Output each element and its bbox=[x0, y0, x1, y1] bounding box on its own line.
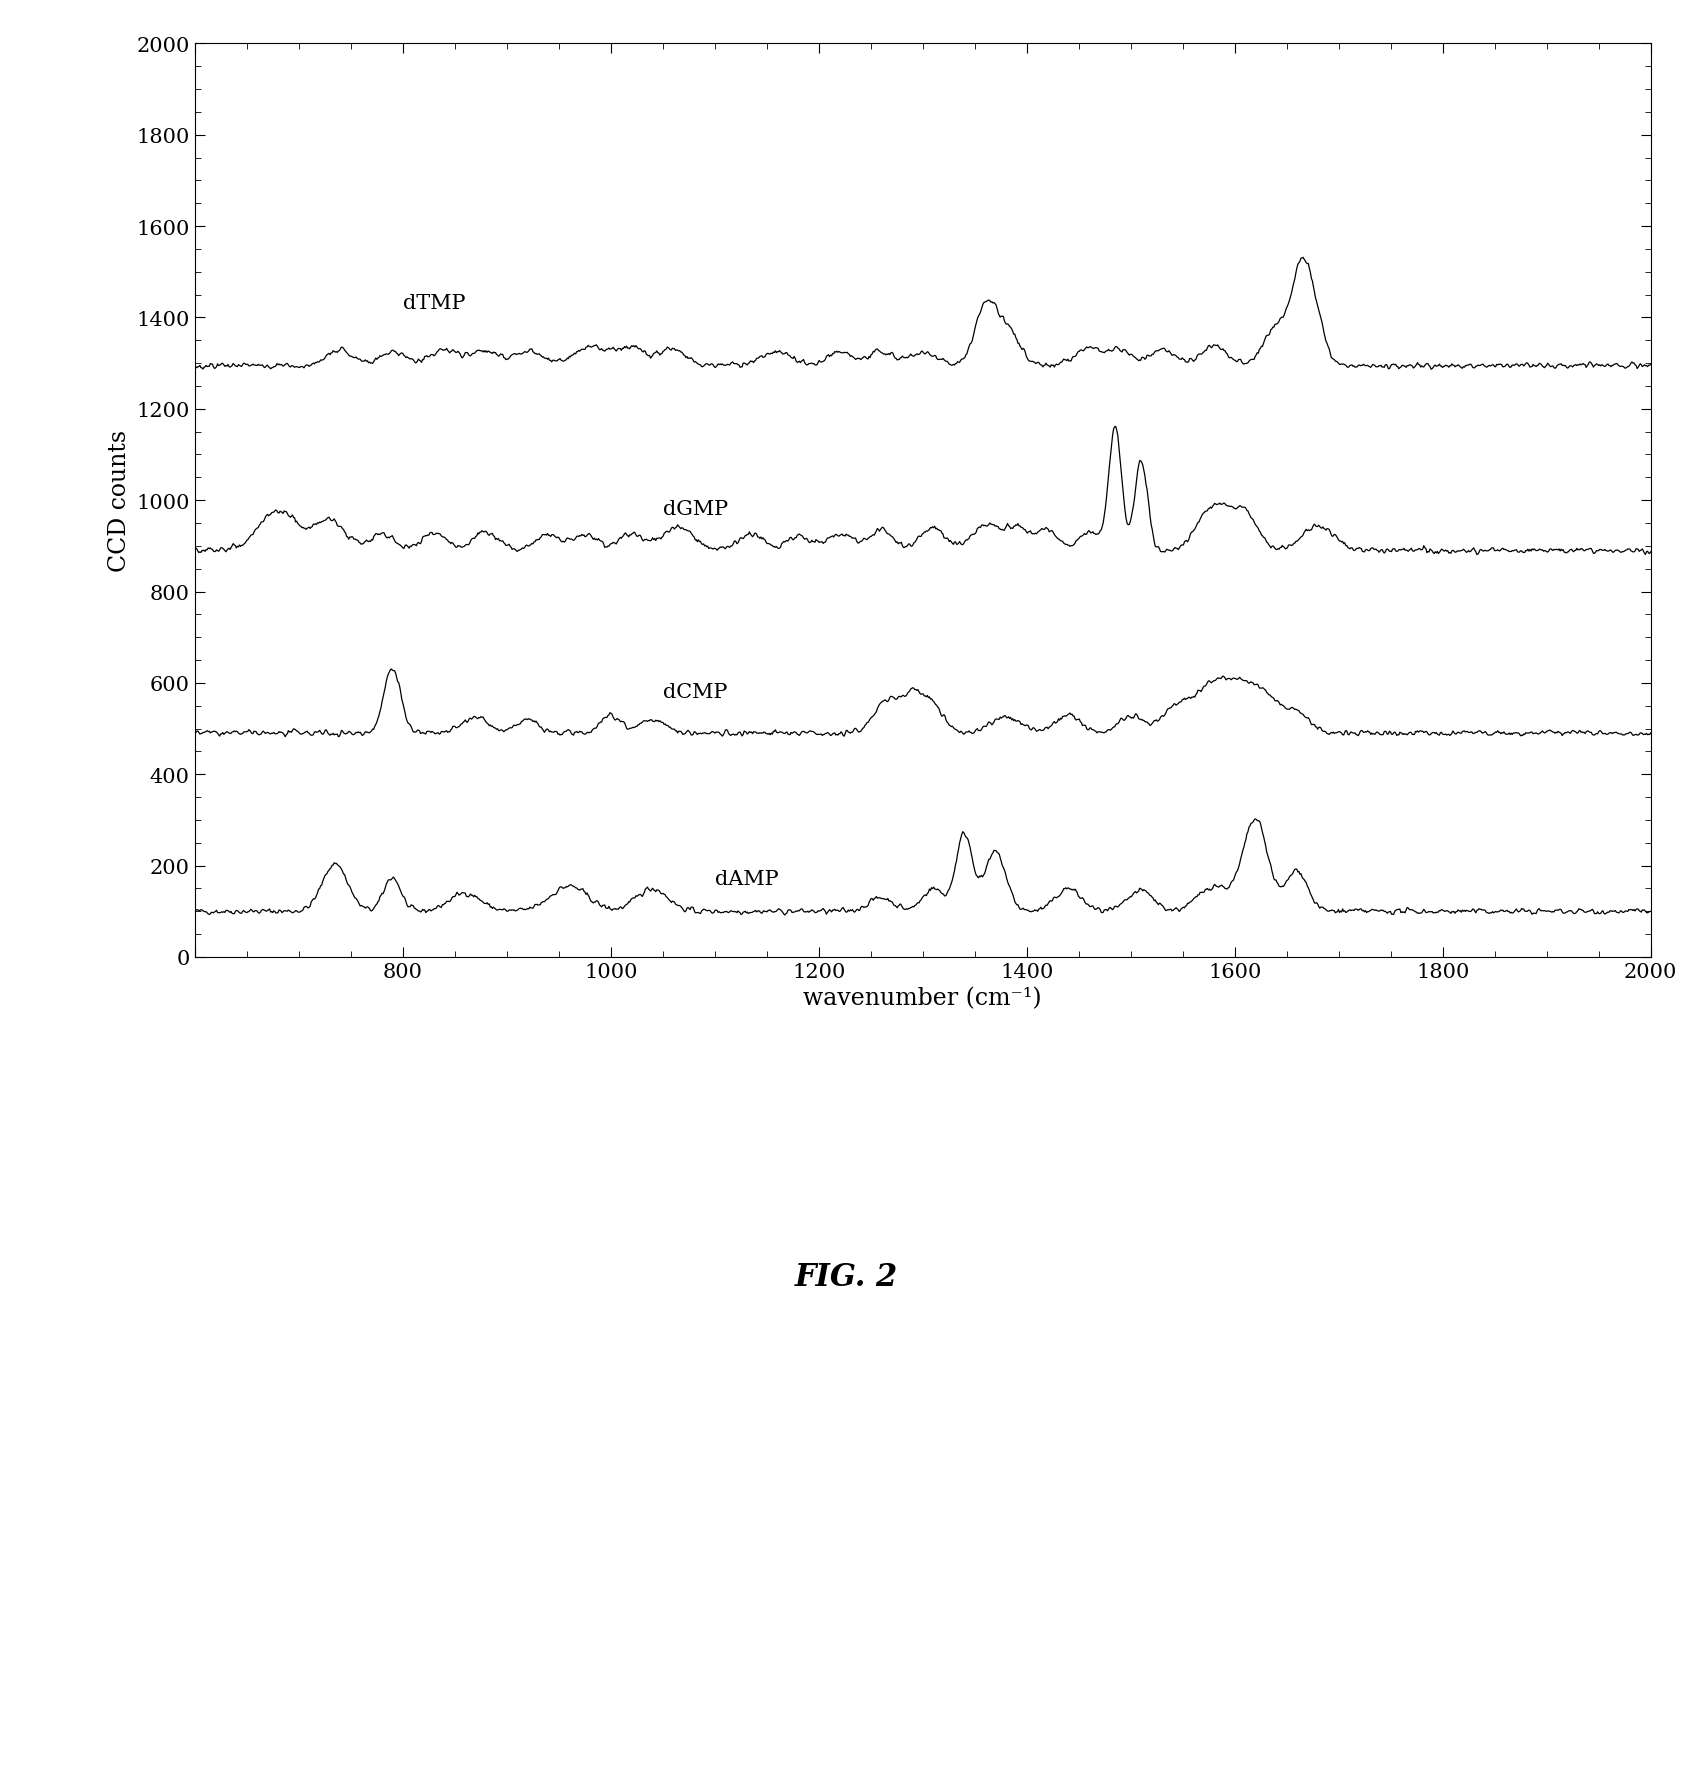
Text: FIG. 2: FIG. 2 bbox=[796, 1261, 897, 1293]
Text: dCMP: dCMP bbox=[662, 683, 726, 700]
X-axis label: wavenumber (cm⁻¹): wavenumber (cm⁻¹) bbox=[804, 988, 1041, 1011]
Text: dTMP: dTMP bbox=[403, 294, 466, 314]
Text: dAMP: dAMP bbox=[714, 869, 779, 888]
Text: dGMP: dGMP bbox=[662, 500, 728, 518]
Y-axis label: CCD counts: CCD counts bbox=[108, 429, 130, 573]
